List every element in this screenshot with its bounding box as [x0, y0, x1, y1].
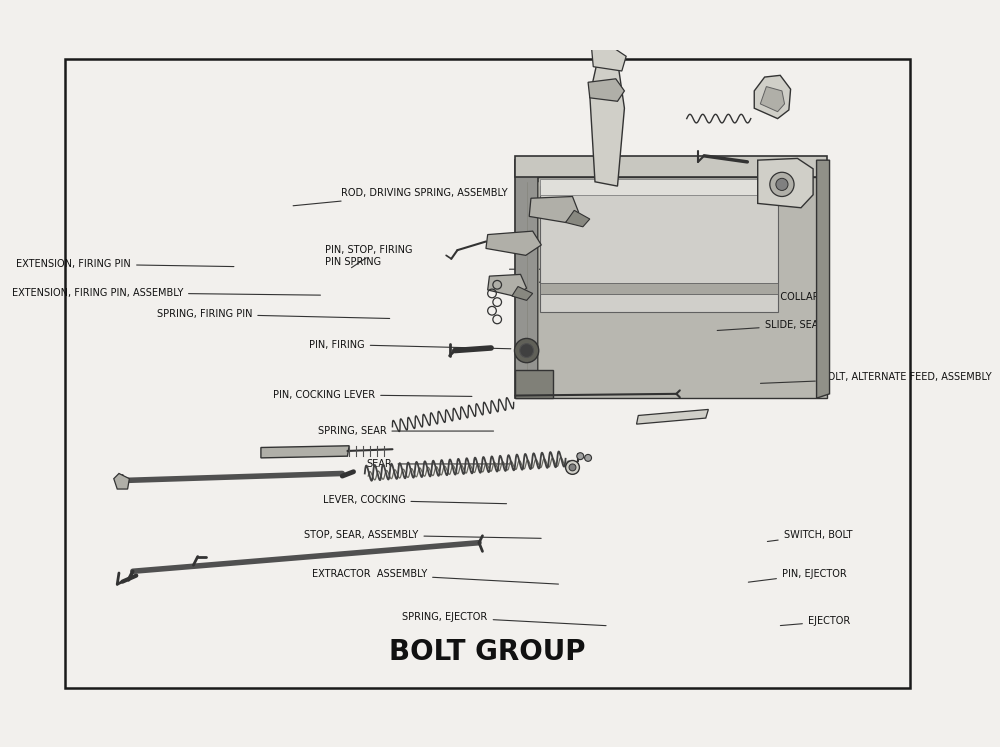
Polygon shape [515, 178, 827, 398]
Polygon shape [515, 370, 553, 398]
Text: SPRING, EJECTOR: SPRING, EJECTOR [402, 612, 606, 626]
Polygon shape [512, 287, 533, 300]
Text: SPRING, DRIVING, OUTER: SPRING, DRIVING, OUTER [509, 264, 690, 274]
Text: EXTENSION, FIRING PIN: EXTENSION, FIRING PIN [16, 259, 234, 269]
Text: SEAR: SEAR [367, 459, 511, 469]
Polygon shape [758, 158, 813, 208]
Circle shape [520, 344, 534, 358]
Text: SPRING, DRIVING, INNER: SPRING, DRIVING, INNER [509, 277, 687, 287]
Polygon shape [754, 75, 791, 119]
Circle shape [566, 460, 579, 474]
Polygon shape [637, 409, 708, 424]
Polygon shape [592, 48, 626, 71]
Polygon shape [261, 446, 349, 458]
Polygon shape [588, 78, 624, 102]
Polygon shape [515, 160, 538, 398]
Circle shape [569, 464, 576, 471]
Polygon shape [540, 179, 780, 195]
Text: EXTRACTOR  ASSEMBLY: EXTRACTOR ASSEMBLY [312, 569, 558, 584]
Circle shape [577, 453, 584, 459]
Text: SLIDE, SEAR: SLIDE, SEAR [717, 320, 825, 330]
Circle shape [776, 179, 788, 190]
Polygon shape [486, 231, 541, 255]
Text: SPRING, SEAR: SPRING, SEAR [318, 426, 494, 436]
Polygon shape [540, 186, 778, 311]
Text: ROD, DRIVING SPRING, ASSEMBLY: ROD, DRIVING SPRING, ASSEMBLY [293, 188, 507, 205]
Polygon shape [540, 283, 778, 294]
Text: BOLT, ALTERNATE FEED, ASSEMBLY: BOLT, ALTERNATE FEED, ASSEMBLY [760, 373, 992, 383]
Text: PIN, EJECTOR: PIN, EJECTOR [748, 569, 847, 582]
Text: PIN, STOP, DRIVING SPRING ROD COLLAR: PIN, STOP, DRIVING SPRING ROD COLLAR [581, 292, 819, 302]
Polygon shape [515, 156, 827, 178]
Polygon shape [114, 474, 129, 489]
Text: SPRING, FIRING PIN: SPRING, FIRING PIN [157, 309, 390, 319]
Polygon shape [760, 87, 785, 112]
Text: PIN, FIRING: PIN, FIRING [309, 339, 511, 350]
Text: EXTENSION, FIRING PIN, ASSEMBLY: EXTENSION, FIRING PIN, ASSEMBLY [12, 288, 320, 297]
Circle shape [770, 173, 794, 196]
Circle shape [515, 338, 539, 363]
Text: PIN, STOP, FIRING
PIN SPRING: PIN, STOP, FIRING PIN SPRING [325, 246, 412, 267]
Text: LEVER, COCKING: LEVER, COCKING [323, 495, 507, 505]
Text: SWITCH, BOLT: SWITCH, BOLT [767, 530, 852, 542]
Text: COLLAR, DRIVING SPRING ROD: COLLAR, DRIVING SPRING ROD [581, 303, 768, 313]
Polygon shape [817, 160, 830, 398]
Text: PIN, COCKING LEVER: PIN, COCKING LEVER [273, 390, 472, 400]
Polygon shape [488, 274, 527, 296]
Text: BOLT GROUP: BOLT GROUP [389, 638, 586, 666]
Polygon shape [590, 56, 624, 186]
Text: EJECTOR: EJECTOR [780, 616, 850, 627]
Circle shape [585, 454, 592, 462]
Polygon shape [529, 196, 579, 223]
Polygon shape [566, 211, 590, 227]
Text: STOP, SEAR, ASSEMBLY: STOP, SEAR, ASSEMBLY [304, 530, 541, 540]
